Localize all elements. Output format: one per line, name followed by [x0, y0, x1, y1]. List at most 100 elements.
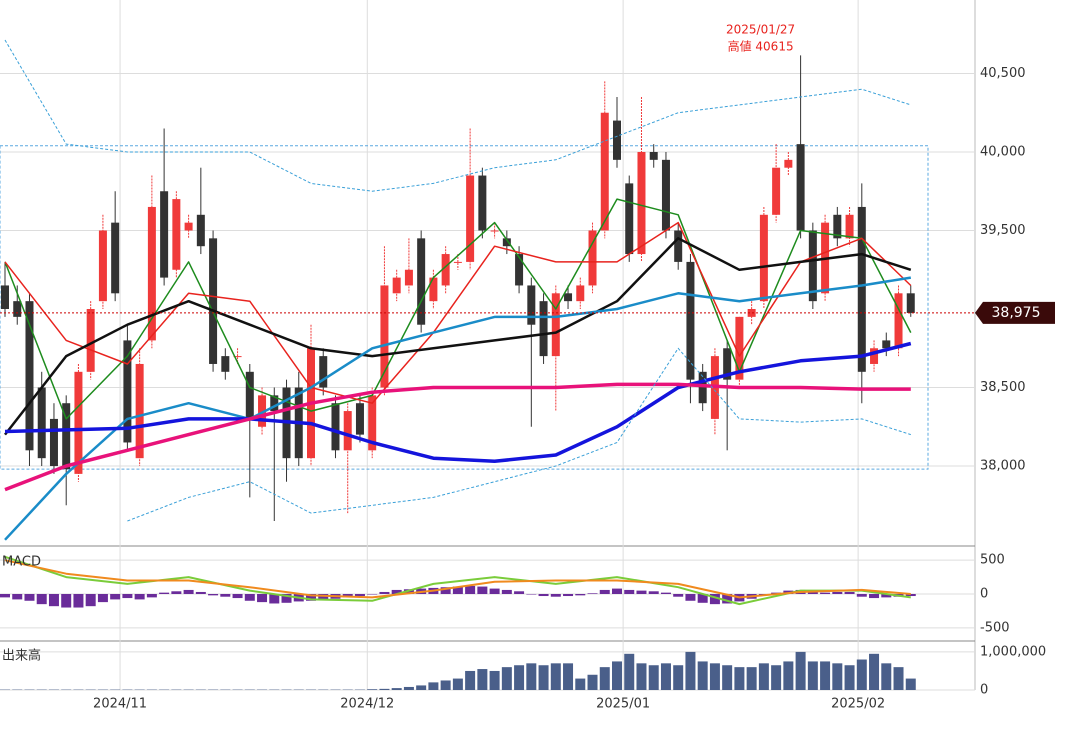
candle-body	[196, 214, 205, 247]
indicator-line	[4, 341, 912, 464]
volume-bar	[807, 661, 818, 690]
histogram-bar	[722, 594, 733, 604]
candle-body	[747, 309, 756, 317]
histogram-bar	[501, 589, 512, 594]
histogram-bar	[673, 594, 684, 597]
candle-body	[759, 214, 768, 302]
candle-body	[62, 403, 71, 470]
histogram-bar	[146, 594, 157, 598]
y-tick-label: 1,000,000	[980, 644, 1046, 659]
volume-bar	[538, 665, 549, 690]
candle-body	[637, 151, 646, 255]
volume-bar	[722, 665, 733, 690]
candle-body	[882, 340, 891, 349]
candle-body	[245, 371, 254, 419]
x-tick-label: 2025/01	[596, 697, 650, 712]
histogram-bar	[624, 589, 635, 594]
panel-title: 出来高	[2, 648, 41, 664]
histogram-bar	[306, 594, 316, 601]
volume-bar	[660, 663, 671, 690]
volume-bar	[856, 659, 867, 690]
volume-bar	[599, 667, 610, 690]
candle-body	[37, 387, 46, 459]
histogram-bar	[134, 594, 145, 600]
histogram-bar	[844, 591, 855, 594]
candle-body	[270, 395, 279, 412]
volume-bar	[820, 661, 831, 690]
histogram-bar	[97, 594, 108, 603]
volume-bar	[905, 678, 916, 690]
histogram-bar	[12, 594, 23, 600]
candle-body	[870, 348, 879, 364]
candle-body	[86, 309, 95, 372]
candle-body	[478, 175, 487, 231]
y-tick-label: 0	[980, 587, 988, 602]
candle-body	[845, 214, 854, 239]
volume-bar	[881, 663, 892, 690]
indicator-line	[4, 39, 911, 192]
candle-body	[221, 356, 230, 372]
histogram-bar	[856, 594, 867, 597]
histogram-bar	[697, 594, 708, 603]
candle-body	[404, 269, 413, 286]
candle-body	[625, 183, 634, 255]
candle-body	[135, 363, 144, 459]
volume-bar	[477, 669, 488, 690]
histogram-bar	[195, 591, 206, 594]
candle-body	[576, 285, 585, 302]
histogram-bar	[489, 588, 500, 594]
y-tick-label: 500	[980, 553, 1005, 568]
histogram-bar	[85, 594, 96, 607]
volume-bar	[501, 667, 512, 690]
histogram-bar	[599, 589, 610, 594]
volume-bar	[440, 680, 451, 690]
histogram-bar	[24, 594, 35, 601]
histogram-bar	[110, 594, 121, 600]
candle-body	[833, 214, 842, 239]
histogram-bar	[440, 587, 451, 594]
histogram-bar	[220, 594, 231, 597]
candle-body	[527, 285, 536, 325]
histogram-bar	[232, 594, 243, 599]
volume-bar	[367, 689, 378, 690]
indicator-line	[4, 276, 911, 541]
volume-bar	[563, 663, 574, 690]
volume-bar	[514, 665, 525, 690]
histogram-bar	[587, 593, 598, 594]
y-tick-label: 0	[980, 683, 988, 698]
volume-bar	[893, 667, 904, 690]
candle-body	[392, 277, 401, 294]
candle-body	[466, 175, 475, 262]
histogram-bar	[905, 594, 916, 597]
volume-bar	[550, 663, 561, 690]
histogram-bar	[269, 594, 280, 604]
y-tick-label: 38,500	[980, 380, 1026, 395]
candle-body	[74, 371, 83, 474]
y-tick-label: 41,000	[980, 0, 1026, 2]
candle-body	[1, 285, 9, 310]
candle-body	[784, 159, 793, 168]
candle-body	[453, 261, 462, 263]
candle-body	[723, 348, 732, 380]
candle-body	[429, 277, 438, 302]
annotation-date: 2025/01/27	[726, 23, 795, 37]
candle-body	[906, 293, 915, 313]
histogram-bar	[612, 588, 622, 594]
histogram-bar	[477, 586, 488, 594]
candle-body	[490, 230, 499, 232]
volume-bar	[832, 663, 843, 690]
candle-body	[368, 395, 377, 451]
volume-bar	[403, 686, 414, 690]
histogram-bar	[648, 591, 659, 594]
histogram-bar	[465, 585, 476, 594]
last-price-label: 38,975	[992, 305, 1041, 321]
volume-bar	[697, 661, 708, 690]
histogram-bar	[183, 589, 194, 594]
histogram-bar	[807, 591, 818, 594]
candle-body	[25, 301, 34, 451]
volume-bar	[869, 653, 880, 690]
volume-bar	[783, 661, 794, 690]
candle-body	[698, 371, 707, 404]
volume-bar	[758, 663, 769, 690]
